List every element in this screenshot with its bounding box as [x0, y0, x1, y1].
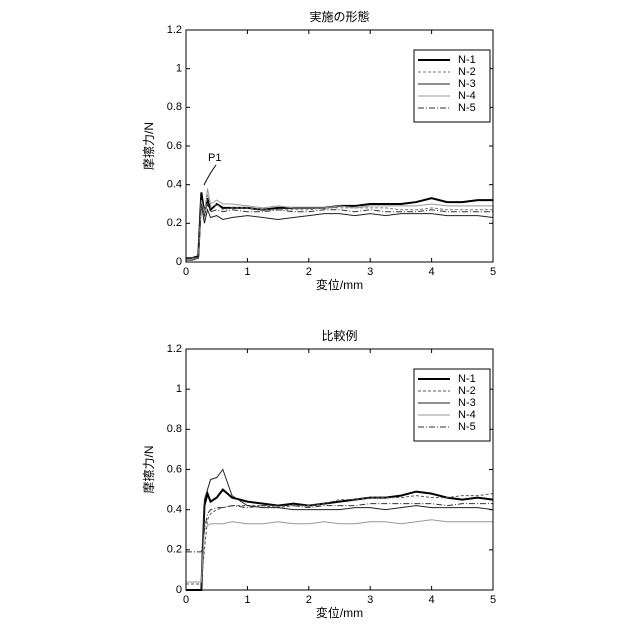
chart-title: 比較例 [321, 328, 357, 343]
x-tick-label: 4 [429, 266, 435, 278]
y-tick-label: 0 [176, 584, 182, 596]
series-line [186, 192, 493, 258]
series-line [186, 490, 493, 590]
x-tick-label: 2 [306, 594, 312, 606]
series-line [186, 189, 493, 259]
x-tick-label: 5 [490, 266, 496, 278]
series-line [186, 204, 493, 260]
y-axis-label: 摩擦力/N [141, 445, 156, 493]
legend-label: N-4 [458, 409, 476, 421]
x-tick-label: 4 [429, 594, 435, 606]
x-tick-label: 3 [367, 594, 373, 606]
y-tick-label: 1 [176, 383, 182, 395]
legend-label: N-3 [458, 397, 476, 409]
y-tick-label: 0.8 [167, 423, 182, 435]
x-tick-label: 0 [183, 594, 189, 606]
legend-label: N-2 [458, 66, 476, 78]
figure: 実施の形態変位/mm 摩擦力/N 0 0.2 0.4 0.6 0.8 1 1.2 0 1 2 3 4 5 P1… [0, 0, 640, 640]
legend-label: N-5 [458, 421, 476, 433]
y-axis-label: 摩擦力/N [141, 122, 156, 170]
series-line [186, 520, 493, 582]
x-tick-label: 1 [244, 266, 250, 278]
y-tick-label: 0.6 [167, 140, 182, 152]
legend-label: N-4 [458, 90, 476, 102]
x-tick-label: 3 [367, 266, 373, 278]
y-tick-label: 0.6 [167, 463, 182, 475]
y-tick-label: 0.2 [167, 217, 182, 229]
chart-title: 実施の形態 [309, 9, 369, 24]
y-tick-label: 0 [176, 256, 182, 268]
y-tick-label: 1 [176, 63, 182, 75]
legend-label: N-5 [458, 102, 476, 114]
x-tick-label: 1 [244, 594, 250, 606]
y-tick-label: 1.2 [167, 24, 182, 36]
legend-label: N-2 [458, 385, 476, 397]
y-tick-label: 0.8 [167, 101, 182, 113]
chart: 比較例変位/mm摩擦力/N00.20.40.60.811.2012345N-1N… [141, 328, 496, 620]
series-line [186, 504, 493, 552]
x-axis-label: 変位/mm [316, 605, 363, 620]
annotation-pointer [204, 165, 216, 185]
chart: 実施の形態変位/mm 摩擦力/N 0 0.2 0.4 0.6 0.8 1 1.2 0 1 2 3 4 5 P1… [141, 9, 496, 292]
series-line [186, 204, 493, 258]
x-axis-label: 変位/mm [316, 277, 363, 292]
legend-label: N-3 [458, 78, 476, 90]
legend-label: N-1 [458, 373, 476, 385]
legend-label: N-1 [458, 54, 476, 66]
series-line [186, 470, 493, 591]
series-line [186, 494, 493, 584]
x-tick-label: 5 [490, 594, 496, 606]
y-tick-label: 0.4 [167, 179, 182, 191]
x-tick-label: 0 [183, 266, 189, 278]
y-tick-label: 1.2 [167, 343, 182, 355]
annotation: P1 [208, 152, 221, 164]
x-tick-label: 2 [306, 266, 312, 278]
y-tick-label: 0.2 [167, 544, 182, 556]
y-tick-label: 0.4 [167, 504, 182, 516]
